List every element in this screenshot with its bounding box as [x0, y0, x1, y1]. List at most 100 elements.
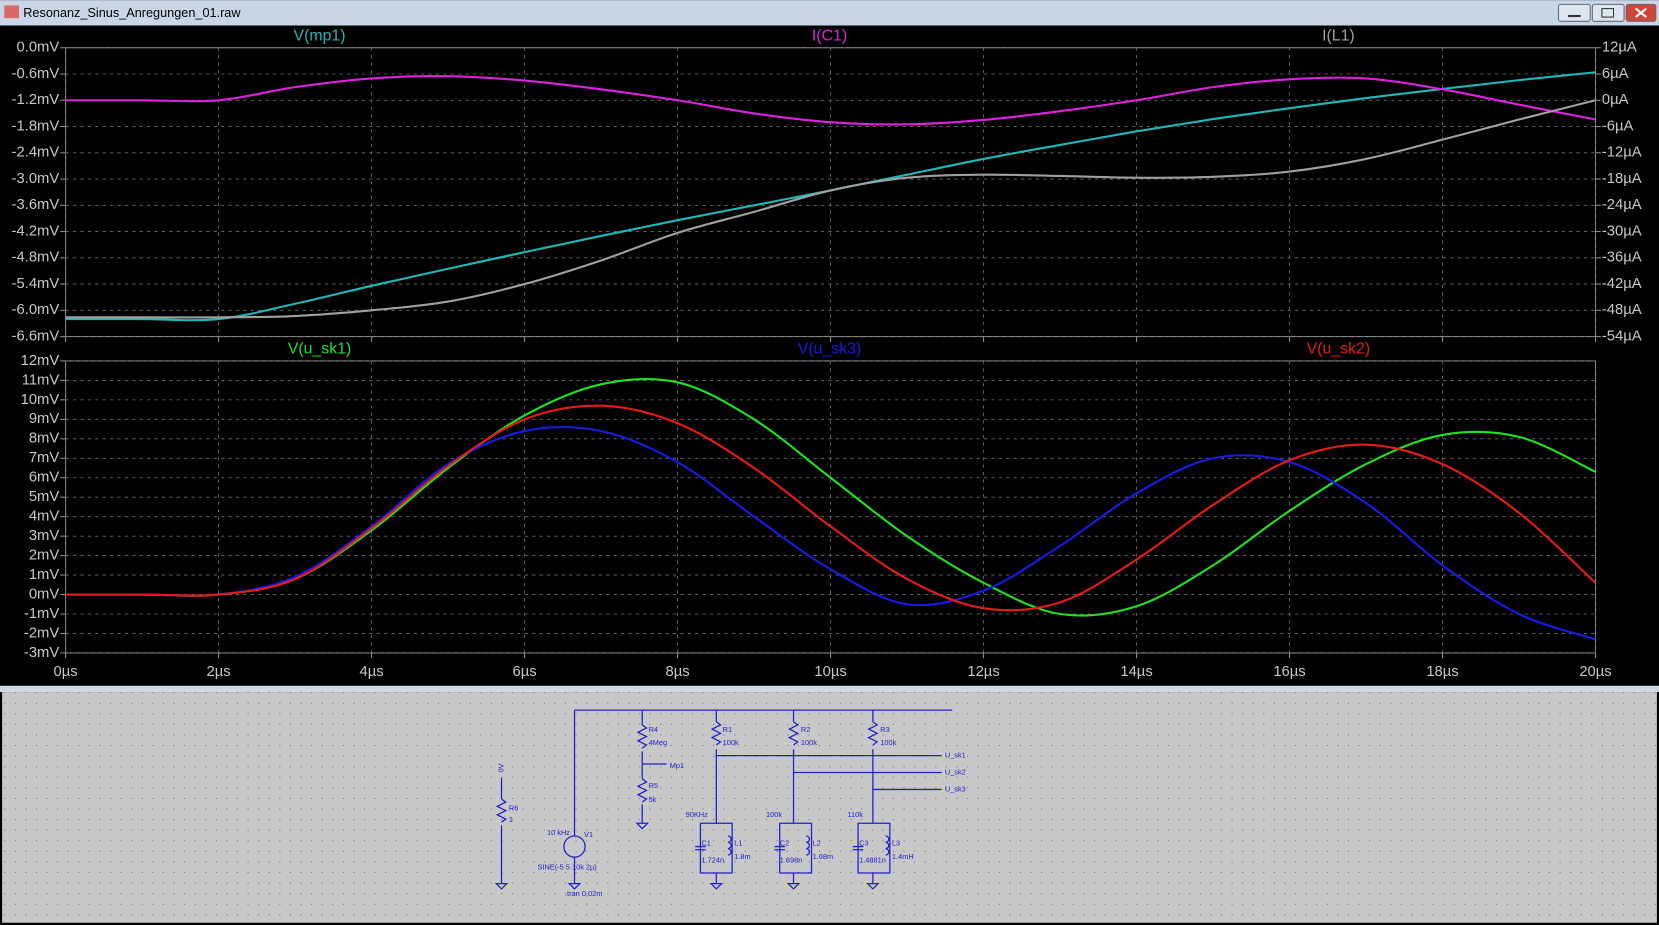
- label: 100k: [801, 738, 817, 747]
- legend-entry: I(L1): [1322, 27, 1355, 44]
- label: 100k: [766, 810, 782, 819]
- label: 5k: [649, 795, 657, 804]
- series-line: [65, 99, 1596, 319]
- y-tick-label: -3.6mV: [12, 197, 60, 213]
- y-tick-label: 0.0mV: [16, 40, 59, 56]
- label: R1: [723, 725, 732, 734]
- label: U_sk2: [945, 767, 966, 776]
- label: L3: [892, 838, 900, 847]
- y2-tick-label: 0µA: [1602, 92, 1629, 108]
- legend-entry: I(C1): [812, 27, 847, 44]
- label: R3: [880, 725, 889, 734]
- y2-tick-label: 12µA: [1602, 40, 1637, 56]
- y-tick-label: 4mV: [29, 509, 60, 525]
- legend-entry: V(u_sk1): [288, 340, 351, 357]
- y-tick-label: -1mV: [24, 606, 59, 622]
- label: U_sk1: [945, 751, 966, 760]
- x-tick-label: 2µs: [207, 664, 231, 680]
- voltage-source: [563, 835, 586, 858]
- y-tick-label: 5mV: [29, 489, 60, 505]
- y-tick-label: 7mV: [29, 450, 60, 466]
- grounds: [494, 822, 880, 890]
- minimize-glyph: [1568, 14, 1581, 18]
- y-tick-label: 3mV: [29, 528, 60, 544]
- y2-tick-label: -54µA: [1602, 329, 1642, 345]
- y2-tick-label: -36µA: [1602, 250, 1642, 266]
- wires: [500, 709, 953, 884]
- y2-tick-label: -18µA: [1602, 171, 1642, 187]
- y-tick-label: 2mV: [29, 548, 60, 564]
- y-tick-label: 6mV: [29, 470, 60, 486]
- legend-entry: V(u_sk3): [798, 340, 861, 357]
- label: 10 kHz: [547, 828, 570, 837]
- y2-tick-label: -48µA: [1602, 302, 1642, 318]
- y-tick-label: -1.8mV: [12, 118, 60, 134]
- x-tick-label: 18µs: [1426, 664, 1458, 680]
- label: L1: [734, 838, 742, 847]
- label: 1.4881n: [859, 855, 886, 864]
- label: Mp1: [670, 761, 684, 770]
- label: 100k: [723, 738, 739, 747]
- minimize-button[interactable]: [1557, 3, 1591, 22]
- close-glyph: [1635, 7, 1647, 18]
- y-tick-label: -3mV: [24, 645, 59, 661]
- label: 110k: [847, 810, 863, 819]
- y-tick-label: -6.0mV: [12, 302, 60, 318]
- label: 4Meg: [649, 738, 668, 747]
- series-line: [65, 75, 1596, 126]
- x-tick-label: 8µs: [665, 664, 689, 680]
- label: C1: [701, 838, 710, 847]
- title-bar: [0, 0, 1659, 26]
- y-tick-label: -1.2mV: [12, 92, 60, 108]
- x-tick-label: 12µs: [967, 664, 999, 680]
- label: R5: [649, 781, 658, 790]
- y2-tick-label: -24µA: [1602, 197, 1642, 213]
- x-tick-label: 6µs: [512, 664, 536, 680]
- restore-button[interactable]: [1591, 3, 1625, 22]
- restore-glyph: [1601, 8, 1615, 18]
- x-tick-label: 4µs: [360, 664, 384, 680]
- label: U_sk3: [945, 784, 966, 793]
- y-tick-label: 1mV: [29, 567, 60, 583]
- label: SINE(-5 5 10k 2µ): [537, 863, 596, 872]
- x-tick-label: 0µs: [54, 664, 78, 680]
- label: 90KHz: [686, 810, 708, 819]
- y-tick-label: 11mV: [22, 372, 60, 388]
- window-title: Resonanz_Sinus_Anregungen_01.raw: [23, 6, 241, 20]
- label: 100k: [880, 738, 896, 747]
- label: .tran 0,02m: [565, 889, 602, 898]
- label: 1.8m: [734, 852, 750, 861]
- x-tick-label: 14µs: [1120, 664, 1152, 680]
- app-icon: [4, 5, 20, 19]
- y2-tick-label: -42µA: [1602, 276, 1642, 292]
- y-tick-label: 8mV: [29, 431, 60, 447]
- x-tick-label: 10µs: [814, 664, 846, 680]
- y-tick-label: -2mV: [24, 625, 59, 641]
- label: L2: [813, 838, 821, 847]
- series-line: [65, 404, 1597, 612]
- x-tick-label: 20µs: [1579, 664, 1611, 680]
- y-tick-label: -3.0mV: [12, 171, 60, 187]
- x-tick-label: 16µs: [1273, 664, 1305, 680]
- legend-entry: V(mp1): [294, 27, 346, 44]
- label: 0V: [496, 763, 505, 772]
- tanks: [695, 822, 891, 874]
- y-tick-label: 0mV: [29, 586, 60, 602]
- y-tick-label: -5.4mV: [12, 276, 60, 292]
- label: 1.724n: [701, 855, 724, 864]
- y-tick-label: -4.2mV: [12, 223, 60, 239]
- y-tick-label: -2.4mV: [12, 145, 60, 161]
- schematic-grid: [2, 692, 1657, 923]
- legend-entry: V(u_sk2): [1307, 340, 1370, 357]
- label: C3: [859, 838, 868, 847]
- y-tick-label: -6.6mV: [12, 329, 60, 345]
- label: V1: [584, 830, 593, 839]
- splitter[interactable]: [0, 685, 1659, 693]
- y-tick-label: 12mV: [21, 353, 60, 369]
- y-tick-label: -4.8mV: [12, 250, 60, 266]
- label: 1.698n: [780, 855, 803, 864]
- label: 1: [509, 815, 513, 824]
- resistors: [495, 721, 879, 823]
- waveform-window: [0, 25, 1659, 686]
